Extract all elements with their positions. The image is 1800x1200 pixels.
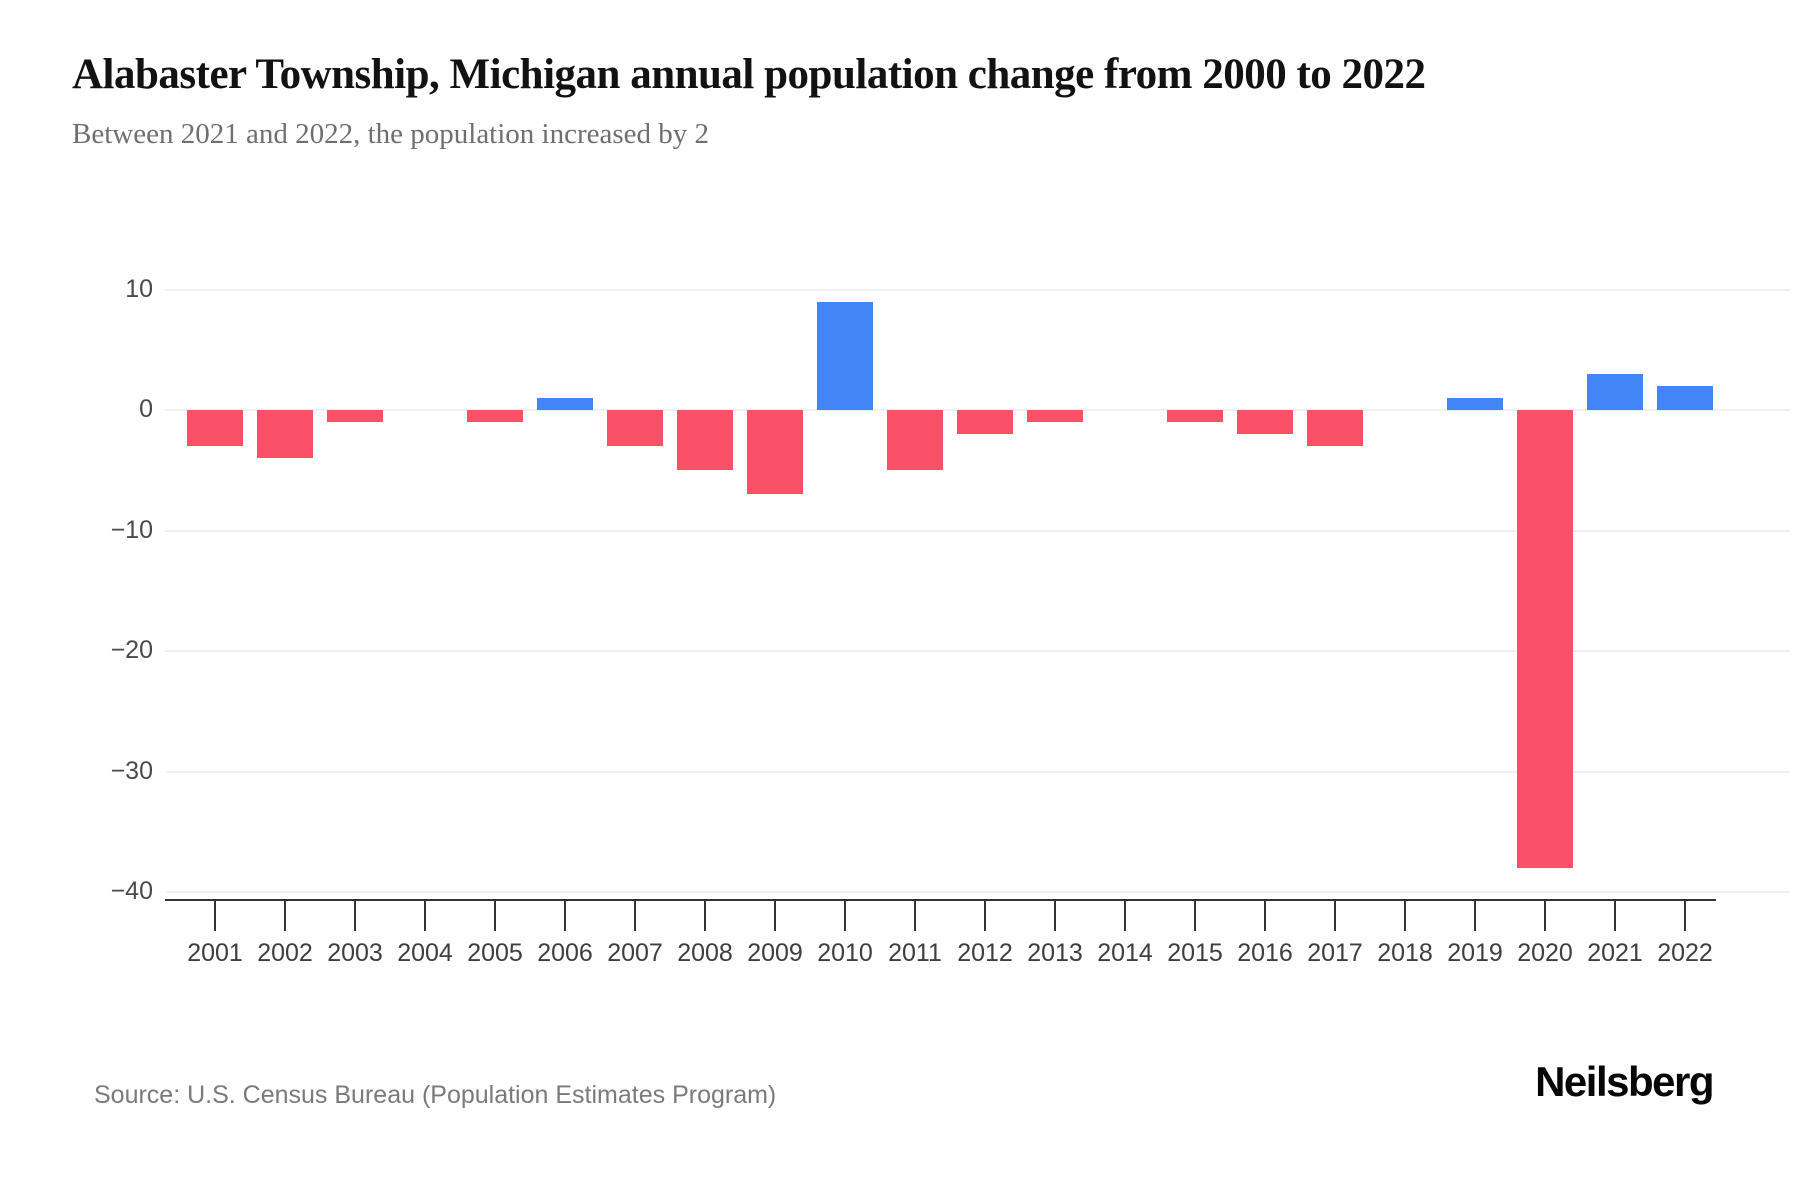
bar-2021 <box>1587 373 1643 410</box>
x-axis-label: 2012 <box>957 939 1013 967</box>
gridline <box>165 288 1790 291</box>
x-axis-label: 2013 <box>1027 939 1083 967</box>
gridline <box>165 770 1790 773</box>
x-axis-label: 2008 <box>677 939 733 967</box>
x-axis-label: 2001 <box>187 939 243 967</box>
x-axis-tick <box>1054 901 1056 931</box>
x-axis-tick <box>1194 901 1196 931</box>
x-axis-label: 2003 <box>327 939 383 967</box>
bar-2003 <box>327 410 383 423</box>
gridline <box>165 650 1790 652</box>
x-axis-label: 2009 <box>747 939 803 967</box>
x-axis-label: 2021 <box>1587 939 1643 967</box>
x-axis-tick <box>704 901 706 931</box>
bar-2017 <box>1307 410 1363 447</box>
x-axis-label: 2010 <box>817 939 873 967</box>
source-note: Source: U.S. Census Bureau (Population E… <box>94 1081 777 1109</box>
bar-2016 <box>1237 410 1293 435</box>
y-axis-label: 0 <box>139 395 153 423</box>
x-axis-label: 2019 <box>1447 939 1503 967</box>
x-axis-label: 2002 <box>257 939 313 967</box>
chart-subtitle: Between 2021 and 2022, the population in… <box>72 118 710 150</box>
x-axis-tick <box>1264 901 1266 931</box>
bar-2012 <box>957 410 1013 435</box>
x-axis-tick <box>914 901 916 931</box>
x-axis-label: 2015 <box>1167 939 1223 967</box>
x-axis-label: 2006 <box>537 939 593 967</box>
x-axis-tick <box>564 901 566 931</box>
x-axis-label: 2005 <box>467 939 523 967</box>
bar-2008 <box>677 410 733 471</box>
x-axis-label: 2017 <box>1307 939 1363 967</box>
x-axis-tick <box>1544 901 1546 931</box>
x-axis-tick <box>984 901 986 931</box>
x-axis-tick <box>1124 901 1126 931</box>
gridline <box>165 529 1790 532</box>
y-axis-label: −30 <box>110 756 153 785</box>
x-axis-tick <box>634 901 636 931</box>
x-axis-tick <box>1684 901 1686 931</box>
y-axis-label: −20 <box>110 636 153 664</box>
x-axis-tick <box>494 901 496 931</box>
gridline <box>165 891 1790 893</box>
y-axis-label: −10 <box>110 515 153 544</box>
x-axis-tick <box>1404 901 1406 931</box>
x-axis-label: 2020 <box>1517 939 1573 967</box>
y-axis-label: −40 <box>110 877 153 905</box>
x-axis-label: 2007 <box>607 939 663 967</box>
x-axis-tick <box>1474 901 1476 931</box>
x-axis-tick <box>354 901 356 931</box>
bar-2011 <box>887 410 943 471</box>
x-axis-label: 2014 <box>1097 939 1153 967</box>
bar-2001 <box>187 410 243 447</box>
bar-2007 <box>607 410 663 447</box>
x-axis-label: 2004 <box>397 939 453 967</box>
x-axis-tick <box>774 901 776 931</box>
bar-2005 <box>467 410 523 423</box>
x-axis-tick <box>284 901 286 931</box>
x-axis-label: 2018 <box>1377 939 1433 967</box>
x-axis-tick <box>844 901 846 931</box>
x-axis-label: 2011 <box>888 939 942 967</box>
bar-2002 <box>257 410 313 459</box>
bar-2006 <box>537 397 593 410</box>
bar-2020 <box>1517 410 1573 868</box>
x-axis-line <box>165 899 1716 901</box>
x-axis-tick <box>214 901 216 931</box>
chart-title: Alabaster Township, Michigan annual popu… <box>72 51 1426 98</box>
bar-2015 <box>1167 410 1223 423</box>
bar-2019 <box>1447 397 1503 410</box>
bar-chart-plot: 10 0 −10 −20 −30 −40 2001 2002 2003 2004 2005 2006… <box>110 274 1790 967</box>
y-axis-label: 10 <box>125 274 153 303</box>
bar-2013 <box>1027 410 1083 423</box>
bar-2009 <box>747 410 803 495</box>
x-axis-tick <box>424 901 426 931</box>
x-axis-tick <box>1614 901 1616 931</box>
x-axis-label: 2016 <box>1237 939 1293 967</box>
neilsberg-logo: Neilsberg <box>1535 1058 1714 1105</box>
bar-2022 <box>1657 385 1713 410</box>
bar-2010 <box>817 301 873 410</box>
x-axis-label: 2022 <box>1657 939 1713 967</box>
x-axis-tick <box>1334 901 1336 931</box>
